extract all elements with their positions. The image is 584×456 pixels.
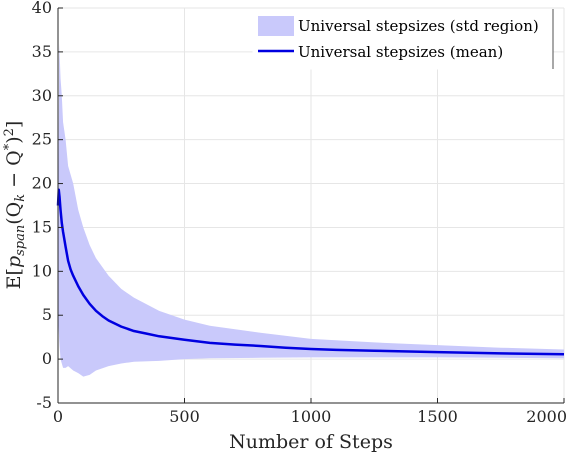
legend-box	[252, 8, 554, 70]
mean-line-layer	[56, 188, 565, 356]
x-tick-label: 500	[169, 407, 200, 426]
legend-label-mean: Universal stepsizes (mean)	[298, 43, 503, 61]
y-axis-title: E[pspan(Qk − Q*)2]	[2, 121, 28, 290]
std-region-band	[58, 43, 564, 377]
x-tick-label: 1000	[291, 407, 332, 426]
std-region-layer	[58, 43, 564, 377]
y-tick-label: 15	[32, 217, 52, 236]
y-tick-labels: -5 0 5 10 15 20 25 30 35 40	[32, 0, 52, 412]
y-tick-label: 30	[32, 86, 52, 105]
legend: Universal stepsizes (std region) Univers…	[252, 8, 554, 70]
x-tick-label: 1500	[417, 407, 458, 426]
y-tick-label: -5	[36, 393, 52, 412]
y-tick-label: 5	[42, 305, 52, 324]
y-tick-label: 20	[32, 174, 52, 193]
x-tick-label: 2000	[526, 407, 567, 426]
legend-swatch-band	[258, 16, 294, 36]
mean-line	[56, 188, 565, 356]
x-tick-label: 0	[53, 407, 63, 426]
y-tick-label: 40	[32, 0, 52, 17]
x-axis-title: Number of Steps	[229, 431, 393, 453]
legend-label-band: Universal stepsizes (std region)	[298, 17, 539, 35]
y-tick-label: 0	[42, 349, 52, 368]
y-tick-label: 25	[32, 130, 52, 149]
x-tick-labels: 0 500 1000 1500 2000	[53, 407, 567, 426]
axes	[57, 7, 565, 404]
y-tick-label: 35	[32, 42, 52, 61]
y-tick-label: 10	[32, 261, 52, 280]
